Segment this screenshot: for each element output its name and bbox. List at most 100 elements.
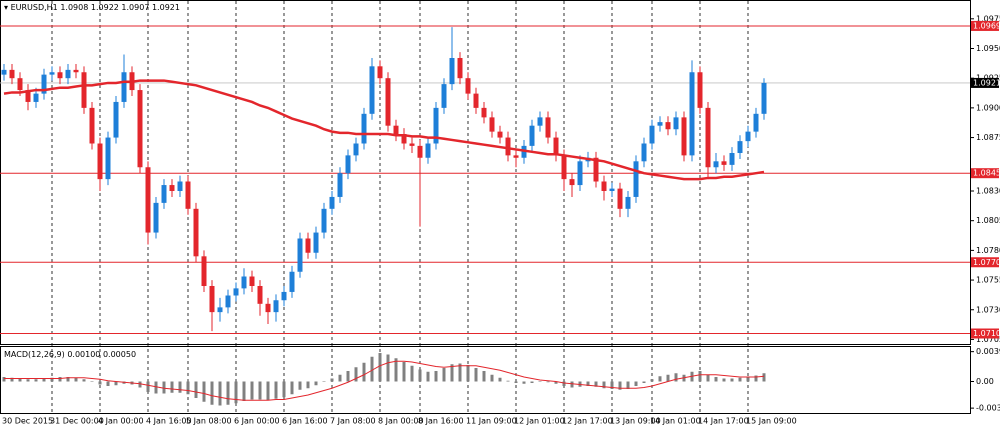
x-tick-label: 11 Jan 09:00 [466,417,517,426]
candle-body [649,125,655,144]
x-tick-label: 4 Jan 16:00 [146,417,192,426]
macd-bar [138,381,142,388]
y-tick-label: 1.0950 [976,44,1000,53]
macd-bar [322,381,326,382]
y-tick-label: 0.00398 [976,347,1000,356]
candle-body [233,288,239,296]
macd-panel [0,346,971,414]
macd-bar [18,378,22,382]
y-tick-label: 1.0755 [976,276,1000,285]
y-tick-label: 0.00 [976,377,994,386]
candle-body [625,196,631,209]
candle-body [169,185,175,191]
macd-bar [698,371,702,382]
candle-body [593,157,599,182]
x-tick-label: 13 Jan 09:00 [610,417,661,426]
candle-body [17,78,23,91]
macd-bar [554,381,558,384]
candle-body [369,66,375,114]
x-tick-label: 7 Jan 08:00 [330,417,376,426]
macd-bar [490,374,494,382]
candle-body [609,188,615,191]
candle-body [81,72,87,108]
candle-body [385,78,391,126]
macd-bar [714,377,718,382]
x-tick-label: 30 Dec 2015 [2,417,53,426]
macd-bar [730,378,734,382]
level-label: 1.0845 [973,169,1000,178]
header-open: 1.0908 [60,3,88,12]
x-tick-label: 12 Jan 01:00 [514,417,565,426]
level-tag [971,257,999,268]
candle-body [185,181,191,209]
macd-bar [10,377,14,382]
candle-body [225,295,231,308]
y-tick-label: 1.0705 [976,335,1000,344]
macd-bar [26,379,30,382]
candle-body [113,101,119,138]
macd-bar [330,378,334,382]
candle-body [761,82,767,114]
macd-bar [274,381,278,399]
candle-body [97,143,103,180]
macd-bar [762,373,766,382]
macd-bar [738,377,742,382]
candle-body [673,117,679,130]
macd-bar [586,381,590,386]
level-label: 1.0969 [973,21,1000,30]
macd-bar [642,381,646,383]
macd-bar [82,379,86,382]
macd-bar [546,381,550,383]
y-tick-label: 1.0730 [976,305,1000,314]
macd-bar [178,381,182,393]
macd-bar [34,379,38,382]
macd-bar [58,377,62,382]
candle-body [425,143,431,158]
macd-bar [282,381,286,398]
candle-body [1,69,7,75]
macd-bar [346,371,350,382]
level-label: 1.0770 [973,258,1000,267]
candle-body [217,307,223,313]
macd-bar [258,381,262,400]
candle-body [529,125,535,146]
price-panel [0,0,971,345]
x-tick-label: 6 Jan 16:00 [282,417,328,426]
macd-bar [538,381,542,382]
macd-param: 0.00050 [103,350,136,359]
macd-bar [378,353,382,382]
candle-body [577,161,583,186]
macd-bar [162,381,166,394]
candle-body [665,122,671,130]
macd-bar [90,381,94,382]
header-close: 1.0921 [152,3,180,12]
candle-body [353,143,359,156]
x-tick-label: 12 Jan 17:00 [562,417,613,426]
x-tick-label: 14 Jan 17:00 [698,417,749,426]
candle-body [121,72,127,102]
macd-bar [42,378,46,382]
macd-bar [674,373,678,382]
candle-body [545,117,551,138]
macd-bar [418,369,422,382]
macd-bar [450,364,454,382]
macd-bar [626,381,630,389]
macd-bar [530,381,534,383]
x-tick-label: 4 Jan 00:00 [98,417,144,426]
level-tag [971,20,999,31]
y-tick-label: 1.0900 [976,103,1000,112]
candle-body [337,173,343,197]
macd-param: 0.00100 [67,350,100,359]
level-tag [971,328,999,339]
macd-bar [218,381,222,406]
macd-bar [354,367,358,382]
macd-bar [202,381,206,402]
candle-body [73,69,79,73]
candle-body [497,131,503,138]
last-price-tag [971,77,999,88]
candle-body [705,107,711,168]
candle-body [145,167,151,233]
candle-body [105,137,111,180]
